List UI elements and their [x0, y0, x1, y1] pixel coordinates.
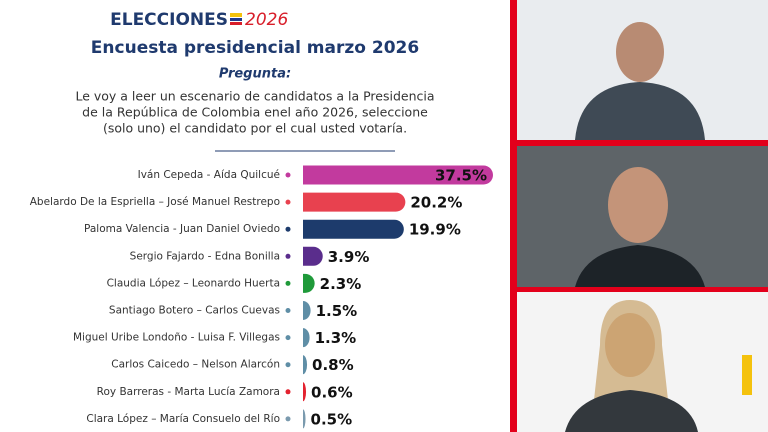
bar — [303, 246, 323, 266]
question-line: Le voy a leer un escenario de candidatos… — [75, 89, 434, 104]
question: Le voy a leer un escenario de candidatos… — [75, 89, 434, 136]
bars: Iván Cepeda - Aída Quilcué 37.5% Abelardo … — [30, 165, 493, 429]
photo-body — [565, 390, 698, 432]
bar — [303, 273, 315, 293]
category-label: Carlos Caicedo – Nelson Alarcón — [111, 359, 280, 371]
category-dot — [285, 308, 291, 313]
value-label: 0.8% — [312, 356, 354, 374]
category-label: Santiago Botero – Carlos Cuevas — [109, 305, 280, 317]
category-dot — [285, 389, 291, 395]
question-line: de la República de Colombia enel año 202… — [82, 105, 428, 120]
category-dot — [285, 280, 291, 286]
bar — [303, 409, 306, 429]
value-label: 3.9% — [328, 248, 370, 266]
question-line: (solo uno) el candidato por el cual uste… — [103, 121, 407, 136]
value-label: 19.9% — [409, 221, 461, 239]
category-label: Clara López – María Consuelo del Río — [86, 413, 280, 425]
chart-title: Encuesta presidencial marzo 2026 — [91, 38, 419, 58]
flag-stripe — [230, 13, 242, 17]
bar — [303, 382, 307, 402]
value-label: 20.2% — [410, 194, 462, 212]
category-label: Sergio Fajardo - Edna Bonilla — [130, 250, 280, 262]
category-dot — [285, 335, 291, 341]
bar — [303, 192, 406, 212]
value-label: 0.5% — [311, 410, 353, 428]
bar — [303, 301, 311, 320]
bar — [303, 219, 404, 239]
photo-face — [616, 22, 664, 82]
value-label: 2.3% — [320, 275, 362, 293]
photo-face — [608, 167, 668, 243]
flag-stripe — [230, 18, 242, 21]
bar — [303, 328, 310, 348]
bar — [303, 355, 308, 375]
category-dot — [285, 253, 291, 259]
photo-body — [575, 82, 705, 140]
photo-body — [575, 245, 705, 287]
value-label: 0.6% — [311, 383, 353, 401]
brand: ELECCIONES — [110, 10, 228, 30]
brand-year: 2026 — [245, 10, 288, 30]
photo-flag — [742, 355, 752, 395]
category-dot — [285, 416, 291, 422]
value-label: 1.3% — [315, 329, 357, 347]
value-label: 1.5% — [316, 302, 358, 320]
value-label: 37.5% — [435, 167, 487, 185]
category-label: Abelardo De la Espriella – José Manuel R… — [30, 196, 280, 208]
flag-stripe — [230, 22, 242, 25]
category-label: Iván Cepeda - Aída Quilcué — [138, 169, 280, 181]
question-label: Pregunta: — [219, 67, 291, 82]
photo-hair — [594, 300, 668, 400]
category-label: Paloma Valencia - Juan Daniel Oviedo — [84, 223, 280, 235]
category-dot — [285, 226, 291, 232]
category-label: Roy Barreras - Marta Lucía Zamora — [97, 386, 280, 398]
bar — [303, 165, 493, 185]
category-dot — [285, 362, 291, 368]
category-dot — [285, 199, 291, 205]
category-label: Miguel Uribe Londoño - Luisa F. Villegas — [73, 332, 280, 344]
category-label: Claudia López – Leonardo Huerta — [107, 277, 280, 289]
category-dot — [285, 172, 291, 178]
